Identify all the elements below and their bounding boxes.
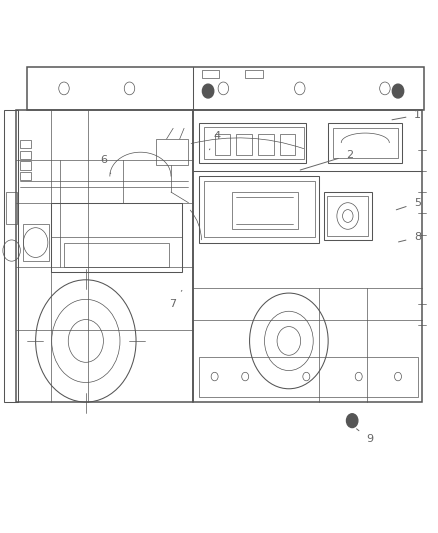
Text: 8: 8 [399, 232, 421, 243]
Text: 1: 1 [392, 110, 421, 120]
Circle shape [346, 414, 358, 427]
Text: 5: 5 [396, 198, 421, 210]
Text: 6: 6 [100, 155, 111, 174]
Text: 9: 9 [357, 429, 373, 445]
Circle shape [392, 84, 404, 98]
Text: 2: 2 [300, 150, 353, 170]
Circle shape [202, 84, 214, 98]
Text: 4: 4 [209, 131, 220, 150]
Text: 7: 7 [170, 290, 182, 309]
